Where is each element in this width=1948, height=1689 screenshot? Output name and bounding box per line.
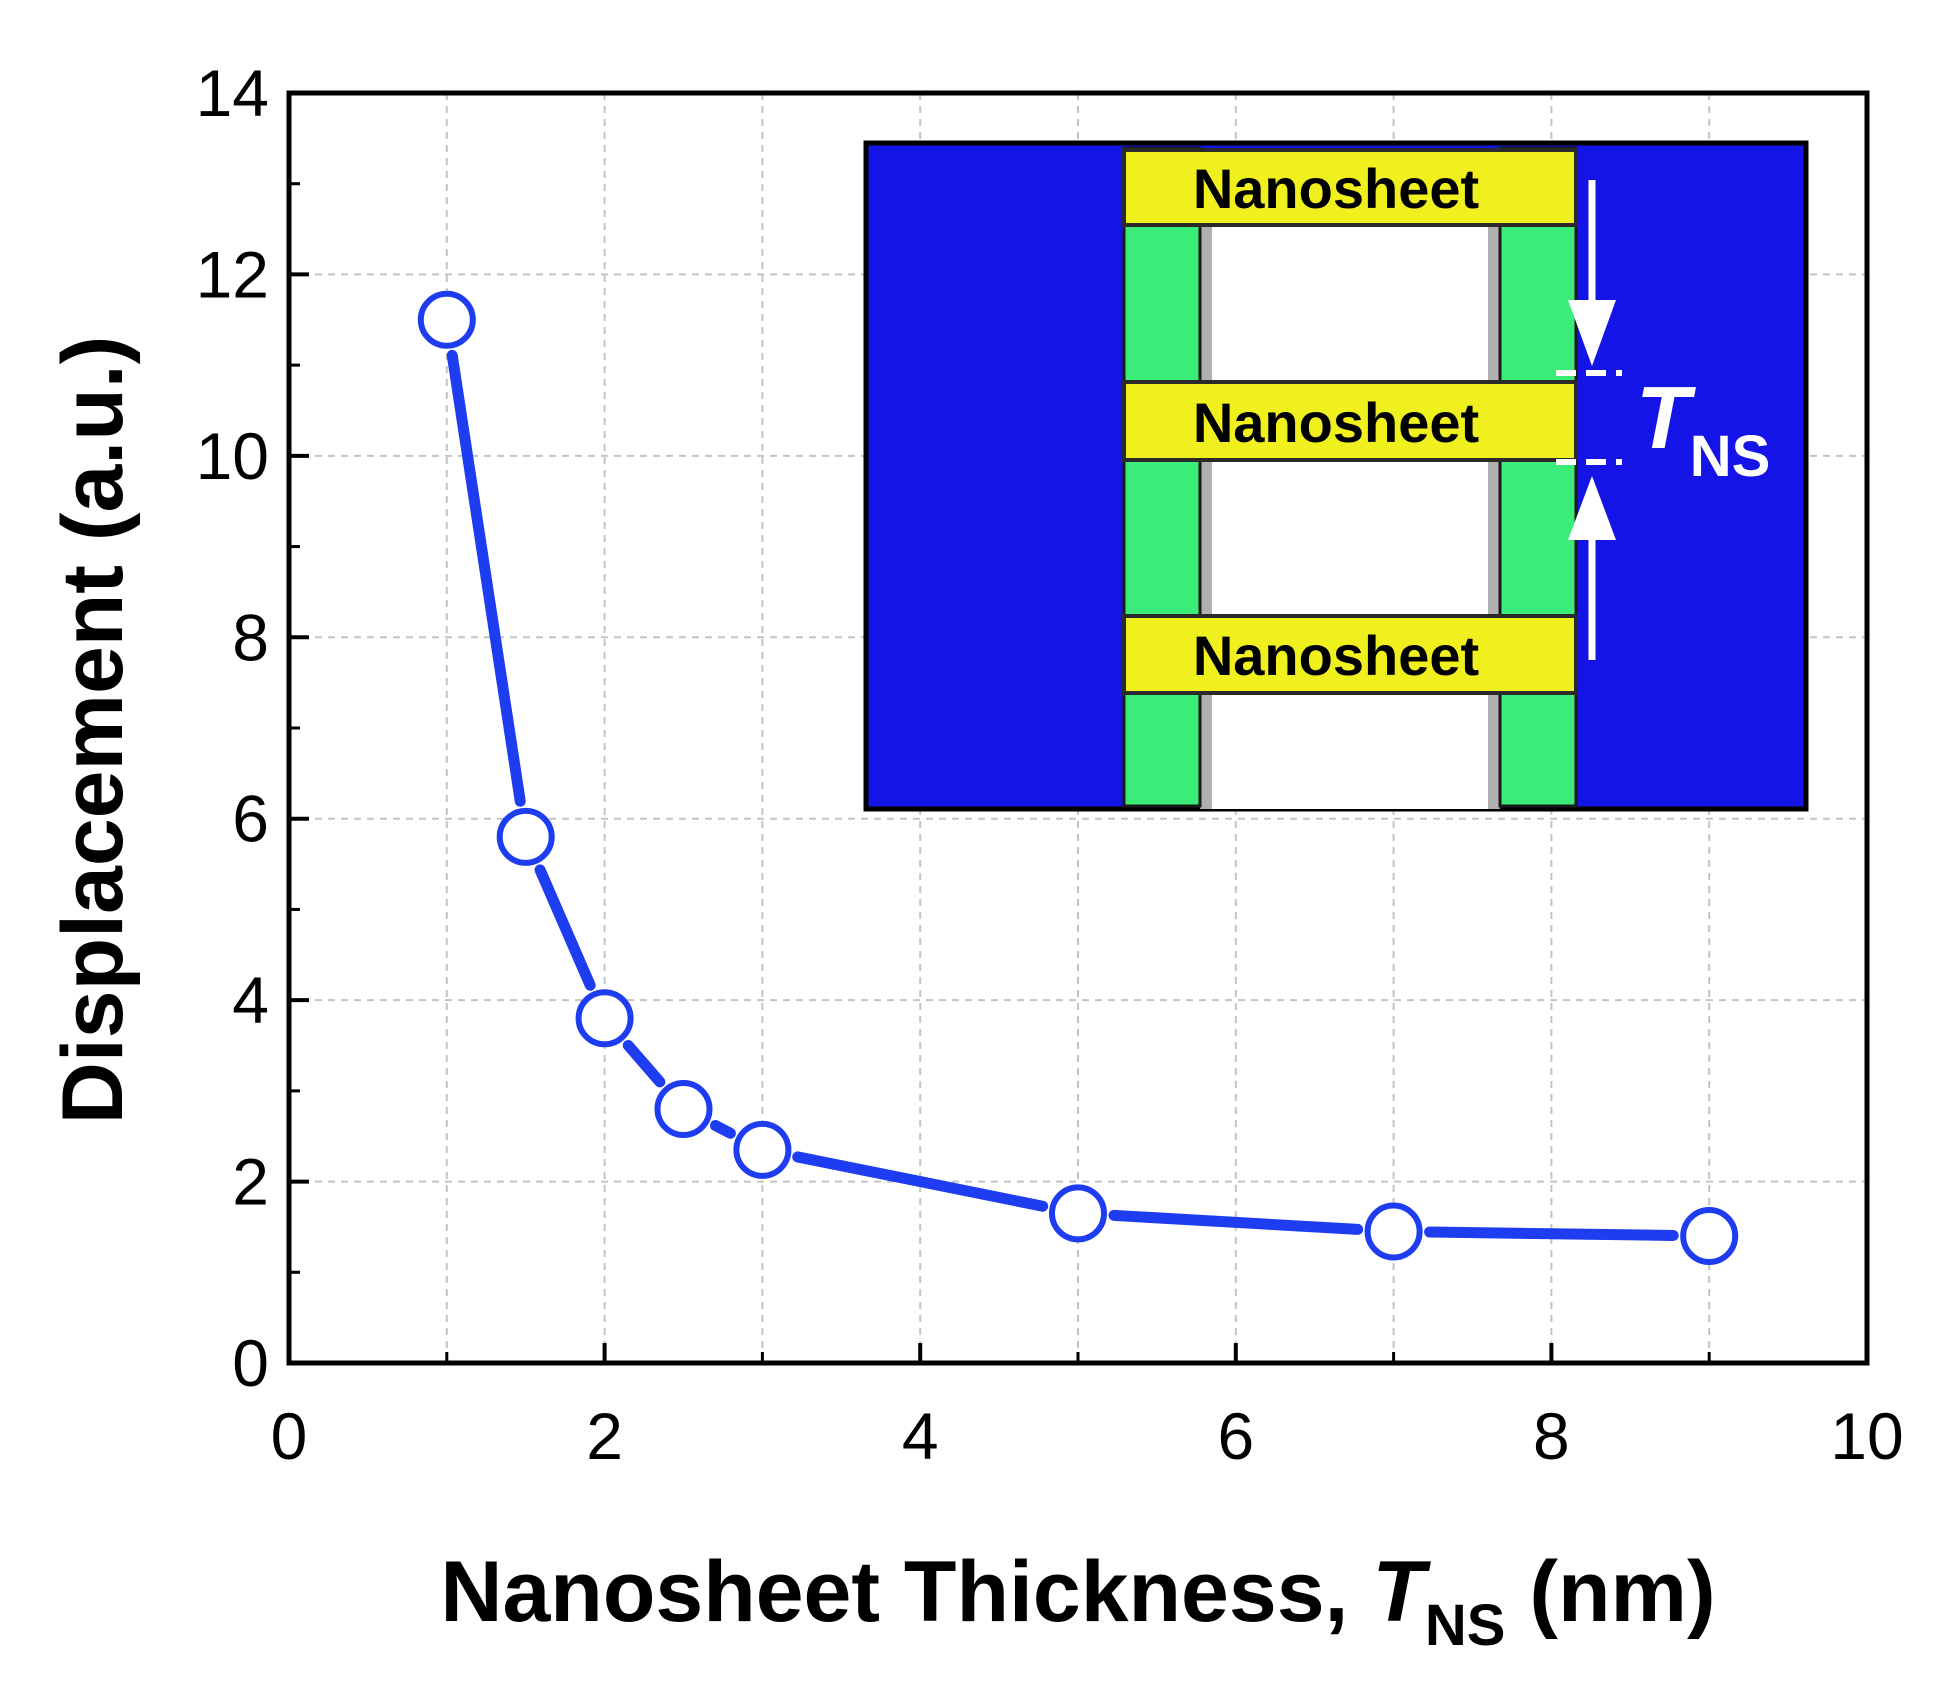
y-tick-label: 10 <box>196 419 269 493</box>
inset-spacer-right <box>1498 146 1578 808</box>
series-segment <box>1108 1209 1364 1235</box>
series-lines <box>446 349 1679 1241</box>
data-point <box>1364 1202 1423 1261</box>
x-tick-label: 6 <box>1217 1399 1254 1473</box>
inset-nanosheet-1 <box>1122 148 1578 227</box>
series-segment <box>534 864 596 991</box>
series-segment <box>446 349 526 807</box>
y-tick-label: 12 <box>196 237 269 311</box>
y-tick-label: 6 <box>232 782 269 856</box>
tick-labels: 0 2 4 6 8 10 0 2 4 6 8 10 12 14 <box>196 56 1904 1473</box>
data-point <box>733 1120 792 1179</box>
x-tick-label: 2 <box>586 1399 623 1473</box>
x-tick-label: 0 <box>271 1399 308 1473</box>
data-point <box>654 1080 713 1138</box>
series-segment <box>622 1039 666 1088</box>
series-segment <box>792 1151 1049 1212</box>
x-tick-label: 8 <box>1533 1399 1570 1473</box>
inset-dimension-label: TNS <box>1636 368 1770 489</box>
x-axis-label-unit: (nm) <box>1505 1544 1715 1640</box>
x-tick-label: 10 <box>1830 1399 1903 1473</box>
inset-cavity <box>1200 225 1500 809</box>
data-point <box>575 989 634 1048</box>
inset-cavity-shadow-right <box>1488 225 1500 809</box>
data-point <box>1680 1207 1739 1265</box>
plot-frame <box>286 90 1870 1366</box>
inset-nanosheet-2 <box>1122 380 1578 462</box>
data-point <box>417 290 476 349</box>
y-tick-label: 14 <box>196 56 269 130</box>
series-segment <box>709 1120 736 1139</box>
inset-dimension-var: T <box>1636 368 1696 467</box>
inset-nanosheet-label-3: Nanosheet <box>1193 624 1479 687</box>
x-axis-label: Nanosheet Thickness, TNS (nm) <box>440 1544 1715 1658</box>
series-points <box>417 290 1739 1265</box>
inset-dimension-marker: TNS <box>1556 180 1770 660</box>
y-tick-label: 4 <box>232 963 269 1037</box>
inset-schematic: Nanosheet Nanosheet Nanosheet TNS <box>863 140 1809 812</box>
inset-spacer-left <box>1122 146 1202 808</box>
x-axis-label-text: Nanosheet Thickness, <box>440 1544 1372 1640</box>
inset-dimension-sub: NS <box>1690 424 1771 489</box>
data-point <box>1049 1184 1107 1243</box>
x-tick-label: 4 <box>902 1399 939 1473</box>
x-axis-label-var: T <box>1372 1544 1431 1640</box>
x-axis-label-sub: NS <box>1425 1593 1506 1658</box>
y-tick-label: 8 <box>232 600 269 674</box>
inset-nanosheet-3 <box>1122 614 1578 695</box>
series-segment <box>1424 1226 1679 1241</box>
y-tick-label: 2 <box>232 1145 269 1219</box>
inset-nanosheet-label-1: Nanosheet <box>1193 157 1479 220</box>
inset-nanosheet-label-2: Nanosheet <box>1193 391 1479 454</box>
y-tick-label: 0 <box>232 1326 269 1400</box>
data-point <box>496 807 555 866</box>
y-axis-label: Displacement (a.u.) <box>45 336 141 1125</box>
inset-cavity-shadow-left <box>1200 225 1212 809</box>
